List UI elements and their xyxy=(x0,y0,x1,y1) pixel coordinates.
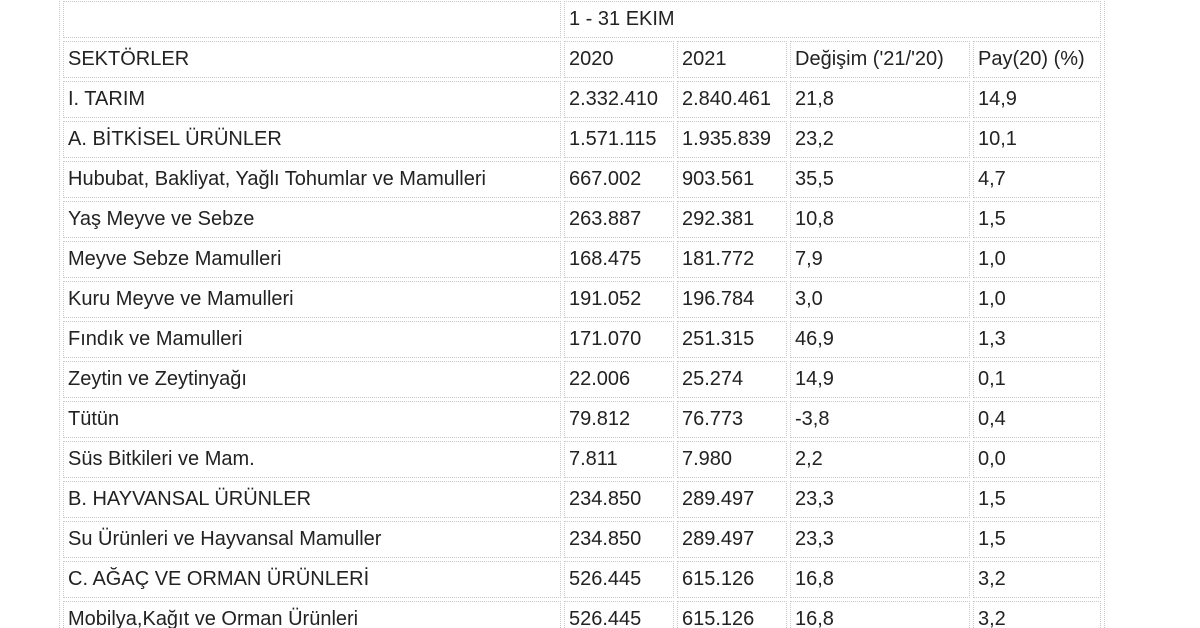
table-row: B. HAYVANSAL ÜRÜNLER 234.850 289.497 23,3 1,… xyxy=(63,481,1101,518)
header-share: Pay(20) (%) xyxy=(973,41,1101,78)
sector-cell: Meyve Sebze Mamulleri xyxy=(63,241,561,278)
change-cell: -3,8 xyxy=(790,401,970,438)
change-cell: 16,8 xyxy=(790,561,970,598)
value-2021-cell: 292.381 xyxy=(677,201,787,238)
value-2020-cell: 2.332.410 xyxy=(564,81,674,118)
sector-cell: Tütün xyxy=(63,401,561,438)
value-2020-cell: 234.850 xyxy=(564,521,674,558)
sector-cell: Süs Bitkileri ve Mam. xyxy=(63,441,561,478)
change-cell: 7,9 xyxy=(790,241,970,278)
share-cell: 4,7 xyxy=(973,161,1101,198)
value-2020-cell: 171.070 xyxy=(564,321,674,358)
header-2021: 2021 xyxy=(677,41,787,78)
share-cell: 0,0 xyxy=(973,441,1101,478)
sector-cell: A. BİTKİSEL ÜRÜNLER xyxy=(63,121,561,158)
table-row: Kuru Meyve ve Mamulleri 191.052 196.784 3,0… xyxy=(63,281,1101,318)
value-2020-cell: 526.445 xyxy=(564,561,674,598)
share-cell: 1,5 xyxy=(973,481,1101,518)
header-sector: SEKTÖRLER xyxy=(63,41,561,78)
change-cell: 23,3 xyxy=(790,481,970,518)
value-2020-cell: 79.812 xyxy=(564,401,674,438)
value-2020-cell: 667.002 xyxy=(564,161,674,198)
change-cell: 16,8 xyxy=(790,601,970,628)
sector-cell: B. HAYVANSAL ÜRÜNLER xyxy=(63,481,561,518)
share-cell: 1,0 xyxy=(973,241,1101,278)
sector-cell: Hububat, Bakliyat, Yağlı Tohumlar ve Mam… xyxy=(63,161,561,198)
value-2021-cell: 7.980 xyxy=(677,441,787,478)
change-cell: 2,2 xyxy=(790,441,970,478)
period-header-row: 1 - 31 EKIM xyxy=(63,1,1101,38)
value-2020-cell: 191.052 xyxy=(564,281,674,318)
column-header-row: SEKTÖRLER 2020 2021 Değişim ('21/'20) Pa… xyxy=(63,41,1101,78)
table-row: Mobilya,Kağıt ve Orman Ürünleri 526.445 61… xyxy=(63,601,1101,628)
export-sectors-table: 1 - 31 EKIM SEKTÖRLER 2020 2021 Değişim … xyxy=(59,0,1105,628)
value-2020-cell: 526.445 xyxy=(564,601,674,628)
change-cell: 23,2 xyxy=(790,121,970,158)
share-cell: 3,2 xyxy=(973,561,1101,598)
table-row: Fındık ve Mamulleri 171.070 251.315 46,9 1,3 xyxy=(63,321,1101,358)
value-2021-cell: 251.315 xyxy=(677,321,787,358)
change-cell: 35,5 xyxy=(790,161,970,198)
table-row: Süs Bitkileri ve Mam. 7.811 7.980 2,2 0,0 xyxy=(63,441,1101,478)
change-cell: 23,3 xyxy=(790,521,970,558)
table-container: 1 - 31 EKIM SEKTÖRLER 2020 2021 Değişim … xyxy=(59,0,1132,628)
share-cell: 3,2 xyxy=(973,601,1101,628)
change-cell: 46,9 xyxy=(790,321,970,358)
value-2021-cell: 181.772 xyxy=(677,241,787,278)
share-cell: 1,5 xyxy=(973,521,1101,558)
value-2021-cell: 196.784 xyxy=(677,281,787,318)
value-2021-cell: 289.497 xyxy=(677,481,787,518)
empty-header-cell xyxy=(63,1,561,38)
value-2021-cell: 615.126 xyxy=(677,601,787,628)
table-row: C. AĞAÇ VE ORMAN ÜRÜNLERİ 526.445 615.126 1… xyxy=(63,561,1101,598)
share-cell: 1,0 xyxy=(973,281,1101,318)
share-cell: 10,1 xyxy=(973,121,1101,158)
value-2021-cell: 289.497 xyxy=(677,521,787,558)
sector-cell: Kuru Meyve ve Mamulleri xyxy=(63,281,561,318)
table-row: Zeytin ve Zeytinyağı 22.006 25.274 14,9 0,1 xyxy=(63,361,1101,398)
value-2021-cell: 76.773 xyxy=(677,401,787,438)
value-2021-cell: 25.274 xyxy=(677,361,787,398)
sector-cell: Zeytin ve Zeytinyağı xyxy=(63,361,561,398)
sector-cell: Su Ürünleri ve Hayvansal Mamuller xyxy=(63,521,561,558)
sector-cell: Mobilya,Kağıt ve Orman Ürünleri xyxy=(63,601,561,628)
share-cell: 14,9 xyxy=(973,81,1101,118)
table-row: I. TARIM 2.332.410 2.840.461 21,8 14,9 xyxy=(63,81,1101,118)
value-2021-cell: 903.561 xyxy=(677,161,787,198)
sector-cell: Yaş Meyve ve Sebze xyxy=(63,201,561,238)
header-2020: 2020 xyxy=(564,41,674,78)
value-2020-cell: 263.887 xyxy=(564,201,674,238)
value-2020-cell: 22.006 xyxy=(564,361,674,398)
change-cell: 21,8 xyxy=(790,81,970,118)
share-cell: 1,3 xyxy=(973,321,1101,358)
table-row: Su Ürünleri ve Hayvansal Mamuller 234.850… xyxy=(63,521,1101,558)
sector-cell: I. TARIM xyxy=(63,81,561,118)
change-cell: 10,8 xyxy=(790,201,970,238)
period-label: 1 - 31 EKIM xyxy=(564,1,1101,38)
table-row: Tütün 79.812 76.773 -3,8 0,4 xyxy=(63,401,1101,438)
change-cell: 3,0 xyxy=(790,281,970,318)
sector-cell: C. AĞAÇ VE ORMAN ÜRÜNLERİ xyxy=(63,561,561,598)
change-cell: 14,9 xyxy=(790,361,970,398)
value-2021-cell: 1.935.839 xyxy=(677,121,787,158)
sector-cell: Fındık ve Mamulleri xyxy=(63,321,561,358)
share-cell: 1,5 xyxy=(973,201,1101,238)
table-row: Hububat, Bakliyat, Yağlı Tohumlar ve Mam… xyxy=(63,161,1101,198)
header-change: Değişim ('21/'20) xyxy=(790,41,970,78)
value-2020-cell: 168.475 xyxy=(564,241,674,278)
share-cell: 0,1 xyxy=(973,361,1101,398)
value-2020-cell: 7.811 xyxy=(564,441,674,478)
value-2020-cell: 234.850 xyxy=(564,481,674,518)
table-row: A. BİTKİSEL ÜRÜNLER 1.571.115 1.935.839 23,… xyxy=(63,121,1101,158)
share-cell: 0,4 xyxy=(973,401,1101,438)
value-2021-cell: 615.126 xyxy=(677,561,787,598)
value-2020-cell: 1.571.115 xyxy=(564,121,674,158)
table-row: Yaş Meyve ve Sebze 263.887 292.381 10,8 1,5 xyxy=(63,201,1101,238)
table-row: Meyve Sebze Mamulleri 168.475 181.772 7,9 1,… xyxy=(63,241,1101,278)
value-2021-cell: 2.840.461 xyxy=(677,81,787,118)
